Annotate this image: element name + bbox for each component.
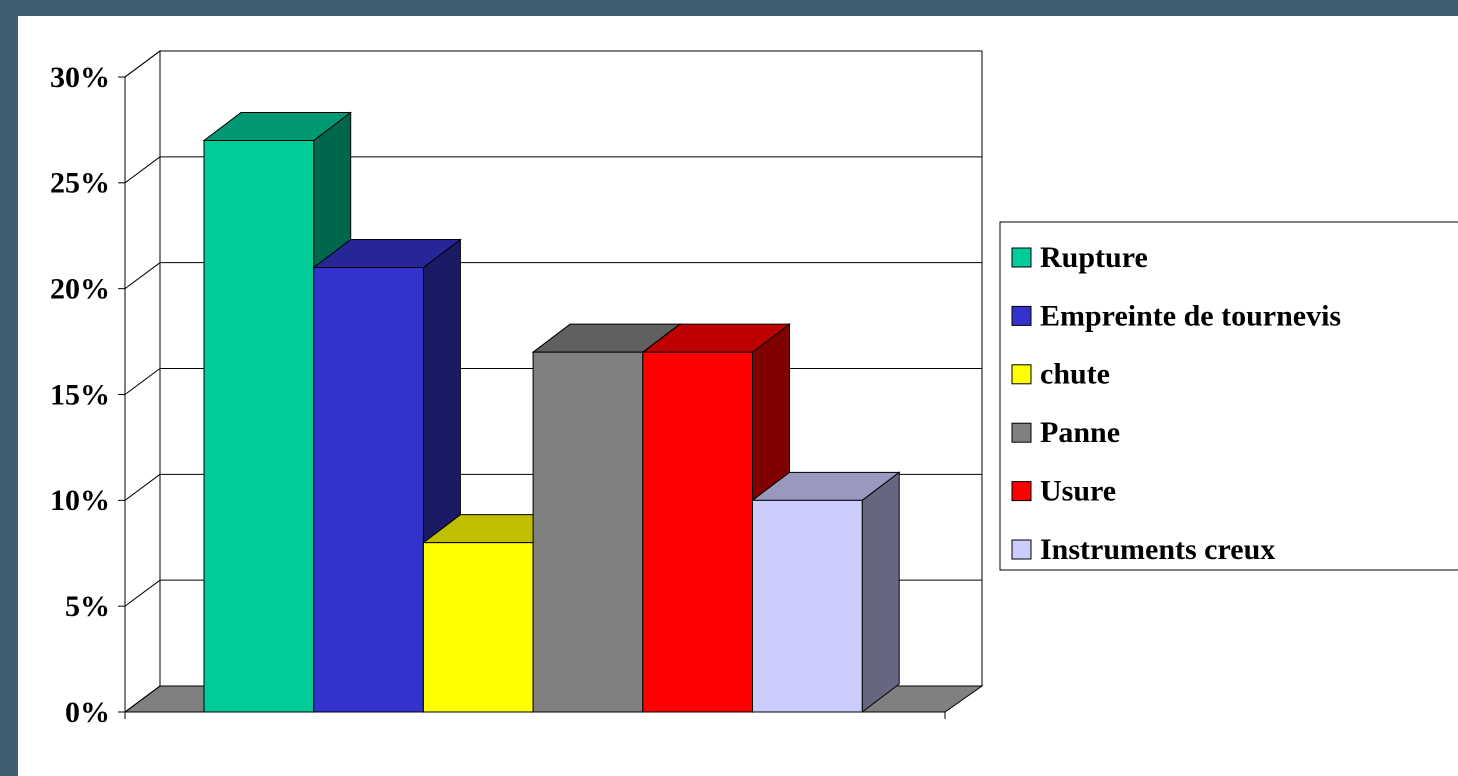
- legend-label: Instruments creux: [1040, 533, 1275, 566]
- grid-line: [124, 685, 161, 713]
- legend-label: Empreinte de tournevis: [1040, 299, 1341, 332]
- bar-front: [203, 140, 315, 713]
- legend-label: Rupture: [1040, 241, 1148, 274]
- y-tick-label: 10%: [50, 484, 110, 517]
- y-tick-label: 15%: [50, 378, 110, 411]
- legend-box: [999, 221, 1458, 571]
- y-tick-label: 20%: [50, 273, 110, 306]
- y-tick-label: 30%: [50, 61, 110, 94]
- legend-label: Panne: [1040, 416, 1120, 449]
- legend-label: Usure: [1040, 474, 1116, 507]
- legend-swatch: [1011, 364, 1032, 385]
- grid-line: [124, 50, 161, 78]
- bar-front: [752, 499, 863, 713]
- y-tick-label: 25%: [50, 167, 110, 200]
- bar-side: [861, 471, 900, 714]
- legend-label: chute: [1040, 358, 1110, 391]
- legend-swatch: [1011, 247, 1032, 268]
- grid-line: [124, 262, 161, 290]
- bar: [751, 471, 901, 714]
- legend-swatch: [1011, 305, 1032, 326]
- grid-line: [124, 368, 161, 395]
- y-tick-label: 0%: [65, 696, 110, 729]
- y-tick-label: 5%: [65, 590, 110, 623]
- legend-swatch: [1011, 539, 1032, 560]
- legend-swatch: [1011, 481, 1032, 502]
- legend-swatch: [1011, 422, 1032, 443]
- bar-front: [422, 542, 534, 713]
- grid-line: [124, 579, 161, 607]
- grid-line: [124, 473, 161, 501]
- grid-line: [124, 156, 161, 184]
- bar-front: [532, 351, 644, 713]
- bar-front: [313, 267, 424, 713]
- bar-front: [642, 351, 753, 713]
